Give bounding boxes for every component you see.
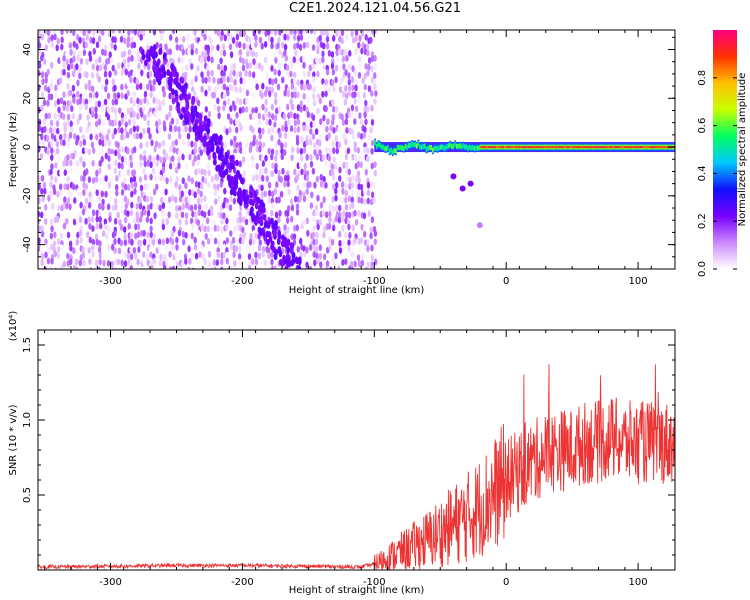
y-multiplier-label: (x10⁴) [8,311,19,342]
x-axis-label: Height of straight line (km) [289,585,425,596]
spectrogram-frame [37,29,676,270]
colorbar-tick-label: 0.0 [697,261,708,277]
y-tick-label: 1.5 [22,337,33,353]
colorbar-tick-label: 0.4 [697,165,708,181]
colorbar: 0.0 0.2 0.4 0.6 0.8 Normalized spectral ampli… [697,30,748,277]
colorbar-tick-label: 0.6 [697,118,708,134]
y-tick-label: 40 [22,43,33,56]
snr-series-line [38,364,675,570]
spectrogram-cells [38,30,675,269]
spectrogram-panel [38,30,675,269]
x-tick-label: -100 [363,577,386,588]
x-tick-label: 0 [503,276,509,287]
y-tick-label: -20 [22,188,33,204]
x-tick-label: -200 [231,577,254,588]
x-tick-label: -200 [231,276,254,287]
x-tick-label: -100 [363,276,386,287]
y-tick-label: -40 [22,236,33,252]
snr-panel: -300 -200 -100 0 100 0.5 1.0 1.5 Height of strai… [8,311,676,596]
y-tick-label: 0 [22,144,33,150]
y-tick-label: 0.5 [22,487,33,503]
x-axis-label: Height of straight line (km) [289,285,425,296]
x-tick-label: 100 [629,577,648,588]
y-axis-label: SNR (10 * v/v) [8,404,19,475]
y-tick-label: 1.0 [22,412,33,428]
colorbar-tick-label: 0.8 [697,70,708,86]
figure-title: C2E1.2024.121.04.56.G21 [288,1,462,16]
y-tick-label: 20 [22,92,33,105]
y-axis-label: Frequency (Hz) [8,112,19,188]
x-tick-label: -300 [99,276,122,287]
colorbar-label: Normalized spectral amplitude [737,73,748,227]
colorbar-tick-label: 0.2 [697,213,708,229]
colorbar-gradient [713,30,737,269]
x-tick-label: 100 [629,276,648,287]
x-tick-label: -300 [99,577,122,588]
x-tick-label: 0 [503,577,509,588]
